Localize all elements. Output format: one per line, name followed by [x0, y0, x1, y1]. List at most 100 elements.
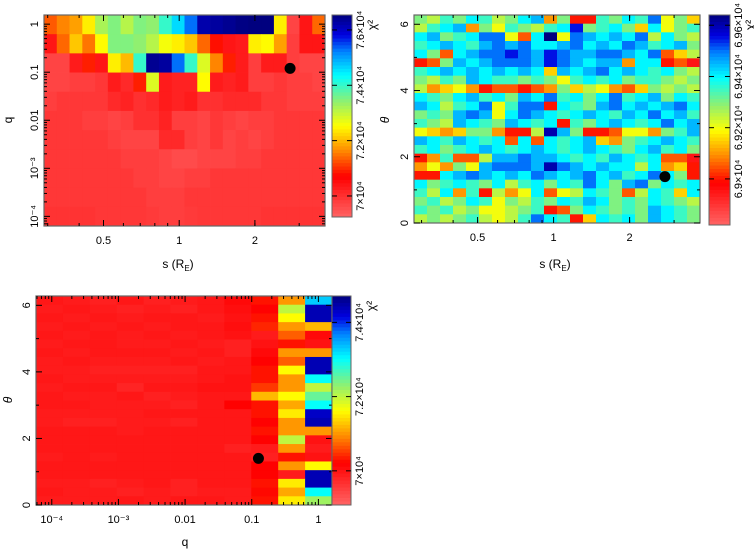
heatmap-cell: [648, 188, 662, 198]
heatmap-cell: [158, 72, 173, 93]
heatmap-cell: [143, 374, 171, 384]
heatmap-cell: [440, 127, 454, 137]
heatmap-cell: [440, 67, 454, 77]
heatmap-cell: [248, 206, 262, 227]
heatmap-cell: [251, 383, 279, 393]
heatmap-cell: [82, 149, 96, 169]
heatmap-cell: [278, 452, 306, 462]
x-tick-label: 0.01: [174, 514, 195, 526]
heatmap-cell: [674, 49, 688, 59]
heatmap-cell: [62, 391, 91, 401]
heatmap-cell: [235, 168, 249, 189]
heatmap-cell: [648, 84, 662, 94]
heatmap-cell: [278, 391, 306, 401]
heatmap-cell: [197, 72, 211, 93]
heatmap-cell: [133, 53, 147, 73]
heatmap-cell: [583, 15, 597, 25]
heatmap-cell: [143, 487, 171, 497]
heatmap-cell: [453, 153, 467, 163]
colorbar-segment: [332, 477, 351, 482]
heatmap-cell: [596, 41, 610, 51]
heatmap-cell: [224, 452, 252, 462]
x-tick-label: 0.1: [244, 514, 259, 526]
heatmap-cell: [427, 110, 441, 120]
heatmap-cell: [69, 206, 83, 227]
heatmap-cell: [453, 145, 467, 155]
heatmap-cell: [143, 452, 171, 462]
colorbar-segment: [709, 165, 730, 170]
heatmap-cell: [479, 136, 493, 146]
heatmap-cell: [184, 110, 198, 131]
heatmap-cell: [116, 470, 145, 480]
heatmap-cell: [570, 32, 584, 42]
heatmap-cell: [251, 391, 279, 401]
heatmap-cell: [248, 110, 262, 131]
heatmap-cell: [197, 296, 225, 306]
heatmap-cell: [143, 435, 171, 445]
heatmap-cell: [557, 41, 571, 51]
colorbar-segment: [332, 183, 352, 188]
heatmap-cell: [583, 127, 597, 137]
heatmap-cell: [661, 58, 675, 68]
colorbar-segment: [332, 55, 352, 60]
heatmap-cell: [622, 153, 636, 163]
heatmap-cell: [596, 93, 610, 103]
colorbar-segment: [332, 48, 352, 53]
heatmap-cell: [544, 15, 558, 25]
heatmap-cell: [440, 101, 454, 111]
heatmap-cell: [305, 304, 333, 314]
y-axis-label: θ: [1, 396, 15, 403]
heatmap-cell: [222, 34, 236, 54]
heatmap-cell: [62, 478, 91, 488]
heatmap-cell: [674, 32, 688, 42]
heatmap-cell: [557, 214, 571, 224]
y-tick-label: 0.01: [29, 110, 41, 131]
heatmap-cell: [492, 188, 506, 198]
colorbar-segment: [332, 330, 351, 335]
heatmap-cell: [82, 34, 96, 54]
heatmap-cell: [273, 110, 288, 131]
heatmap-cell: [466, 49, 480, 59]
colorbar-segment: [332, 484, 351, 488]
heatmap-cell: [492, 84, 506, 94]
heatmap-cell: [56, 72, 70, 93]
colorbar-segment: [332, 376, 351, 380]
heatmap-cell: [661, 32, 675, 42]
colorbar-segment: [709, 43, 730, 47]
heatmap-cell: [531, 93, 545, 103]
heatmap-cell: [583, 188, 597, 198]
heatmap-cell: [427, 205, 441, 215]
heatmap-cell: [635, 32, 649, 42]
heatmap-cell: [170, 452, 198, 462]
heatmap-cell: [224, 330, 252, 340]
heatmap-cell: [210, 91, 224, 112]
heatmap-cell: [557, 75, 571, 85]
heatmap-cell: [557, 49, 571, 59]
heatmap-cell: [305, 391, 333, 401]
heatmap-cell: [170, 417, 198, 428]
heatmap-cell: [120, 110, 134, 131]
heatmap-cell: [440, 214, 454, 224]
heatmap-cell: [661, 67, 675, 77]
heatmap-cell: [492, 197, 506, 207]
heatmap-cell: [170, 391, 198, 401]
heatmap-cell: [116, 330, 145, 340]
heatmap-cell: [544, 75, 558, 85]
heatmap-cell: [278, 409, 306, 419]
heatmap-cell: [273, 53, 288, 73]
heatmap-cell: [278, 470, 306, 480]
colorbar-label: χ²: [364, 301, 378, 311]
heatmap-cell: [505, 145, 519, 155]
heatmap-cell: [557, 179, 571, 189]
heatmap-cell: [622, 101, 636, 111]
heatmap-cell: [674, 15, 688, 25]
heatmap-cell: [557, 84, 571, 94]
heatmap-cell: [107, 91, 122, 112]
heatmap-cell: [596, 162, 610, 172]
colorbar-segment: [332, 136, 352, 140]
heatmap-cell: [687, 75, 701, 85]
heatmap-cell: [570, 58, 584, 68]
heatmap-cell: [557, 153, 571, 163]
heatmap-cell: [544, 127, 558, 137]
